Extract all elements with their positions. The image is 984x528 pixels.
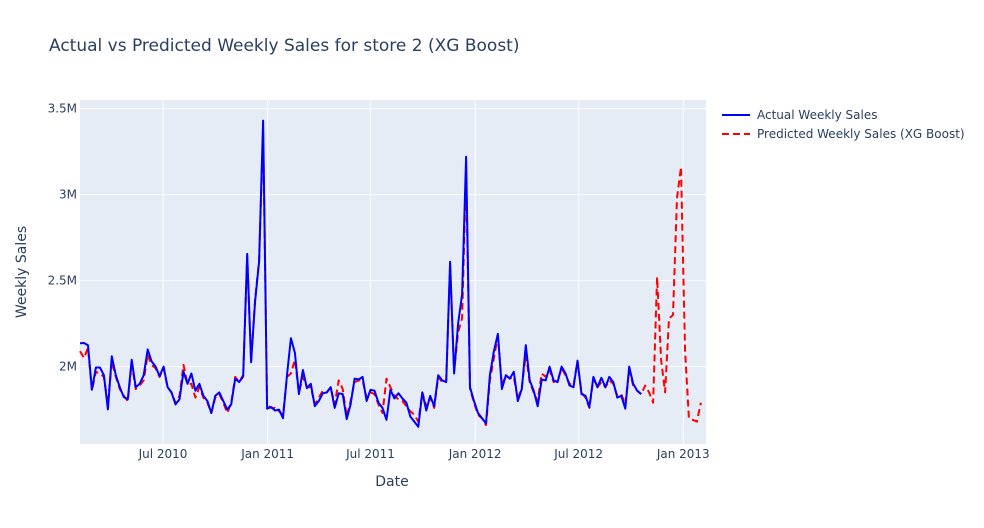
y-axis-ticks: 2M 2.5M 3M 3.5M (48, 102, 77, 374)
plot-background (80, 100, 706, 444)
legend[interactable]: Actual Weekly Sales Predicted Weekly Sal… (722, 108, 965, 141)
x-axis-ticks: Jul 2010 Jan 2011 Jul 2011 Jan 2012 Jul 2012… (138, 447, 710, 461)
legend-item-predicted[interactable]: Predicted Weekly Sales (XG Boost) (722, 127, 965, 141)
y-axis-label: Weekly Sales (14, 226, 30, 318)
series-lines (79, 119, 702, 428)
x-tick-label: Jul 2012 (553, 447, 603, 461)
actual-sales-line (79, 119, 642, 428)
x-tick-label: Jan 2012 (448, 447, 502, 461)
y-tick-label: 2M (59, 360, 77, 374)
y-tick-label: 3M (59, 188, 77, 202)
chart-title: Actual vs Predicted Weekly Sales for sto… (49, 36, 519, 56)
y-tick-label: 2.5M (48, 274, 77, 288)
x-tick-label: Jan 2013 (656, 447, 710, 461)
legend-label-predicted: Predicted Weekly Sales (XG Boost) (757, 127, 965, 141)
x-tick-label: Jan 2011 (240, 447, 294, 461)
x-axis-label: Date (375, 474, 408, 490)
x-tick-label: Jul 2010 (138, 447, 188, 461)
y-tick-label: 3.5M (48, 102, 77, 116)
x-tick-label: Jul 2011 (345, 447, 395, 461)
legend-label-actual: Actual Weekly Sales (757, 108, 877, 122)
legend-item-actual[interactable]: Actual Weekly Sales (722, 108, 877, 122)
